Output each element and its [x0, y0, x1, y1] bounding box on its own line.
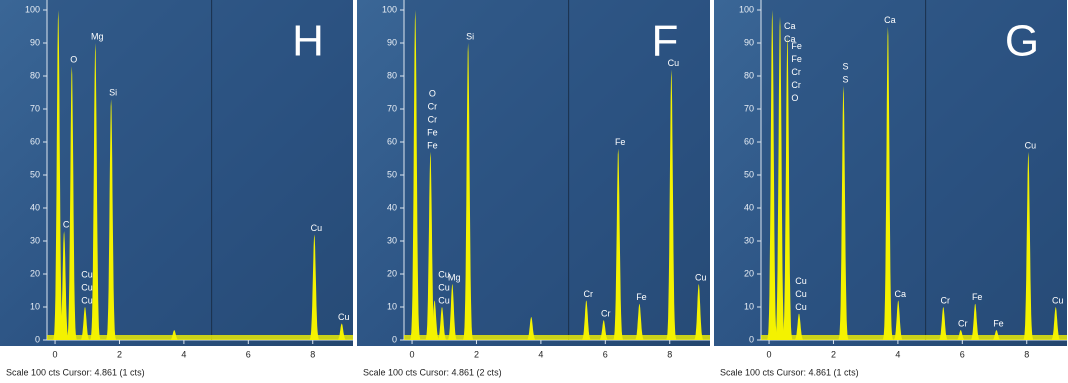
eds-figure: 010203040506070809010002468COCuCuCuMgSiC…	[0, 0, 1068, 383]
x-tick-label: 0	[53, 349, 58, 359]
y-tick-label: 0	[35, 334, 40, 344]
y-tick-label: 80	[387, 70, 397, 80]
y-tick-label: 10	[387, 301, 397, 311]
peak-label: Si	[466, 31, 474, 41]
peak-label: Fe	[791, 41, 802, 51]
peak-label: Fe	[427, 140, 438, 150]
y-tick-label: 20	[744, 268, 754, 278]
peak-label: Cr	[791, 80, 801, 90]
peak-label: Cu	[81, 295, 93, 305]
y-tick-label: 90	[30, 37, 40, 47]
x-tick-label: 6	[960, 349, 965, 359]
y-tick-label: 10	[30, 301, 40, 311]
peak-label: Cr	[428, 114, 438, 124]
baseline-noise	[761, 335, 1067, 340]
peak-label: C	[63, 219, 70, 229]
peak-label: Cr	[958, 318, 968, 328]
peak-label: Cu	[438, 282, 450, 292]
y-tick-label: 20	[30, 268, 40, 278]
peak-label: Fe	[427, 127, 438, 137]
peak-label: Cr	[428, 101, 438, 111]
status-footer: Scale 100 cts Cursor: 4.861 (2 cts)	[363, 367, 502, 377]
y-tick-label: 40	[387, 202, 397, 212]
status-footer: Scale 100 cts Cursor: 4.861 (1 cts)	[6, 367, 145, 377]
peak-label: Cu	[795, 289, 807, 299]
peak-label: Fe	[993, 318, 1004, 328]
peak-label: Mg	[91, 31, 104, 41]
peak-label: Cu	[81, 282, 93, 292]
peak-label: Cu	[338, 312, 350, 322]
peak-label: Mg	[448, 272, 461, 282]
peak-label: Cu	[81, 269, 93, 279]
panel-title: G	[1005, 17, 1039, 66]
peak-label: Cr	[601, 309, 611, 319]
y-tick-label: 50	[744, 169, 754, 179]
y-tick-label: 50	[30, 169, 40, 179]
peak-label: Ca	[784, 21, 796, 31]
y-tick-label: 30	[744, 235, 754, 245]
y-tick-label: 10	[744, 301, 754, 311]
panel-title: F	[652, 17, 679, 66]
x-tick-label: 0	[767, 349, 772, 359]
peak-label: O	[70, 54, 77, 64]
panel-title: H	[292, 17, 324, 66]
peak-label: Si	[109, 87, 117, 97]
y-tick-label: 0	[392, 334, 397, 344]
y-tick-label: 90	[387, 37, 397, 47]
y-tick-label: 20	[387, 268, 397, 278]
peak-label: Ca	[884, 15, 896, 25]
y-tick-label: 80	[744, 70, 754, 80]
peak-label: O	[429, 88, 436, 98]
peak-label: S	[842, 74, 848, 84]
x-tick-label: 8	[310, 349, 315, 359]
x-tick-label: 8	[667, 349, 672, 359]
peak-label: O	[791, 93, 798, 103]
x-tick-label: 8	[1024, 349, 1029, 359]
peak-label: Cu	[795, 276, 807, 286]
y-tick-label: 70	[744, 103, 754, 113]
peak-label: Cu	[795, 302, 807, 312]
x-tick-label: 2	[831, 349, 836, 359]
x-tick-label: 4	[181, 349, 186, 359]
peak-label: Cu	[311, 223, 323, 233]
y-tick-label: 50	[387, 169, 397, 179]
y-tick-label: 100	[25, 4, 40, 14]
peak-label: Cu	[1025, 140, 1037, 150]
peak-label: Cu	[1052, 295, 1064, 305]
y-tick-label: 60	[744, 136, 754, 146]
y-tick-label: 100	[739, 4, 754, 14]
y-tick-label: 0	[749, 334, 754, 344]
y-tick-label: 30	[30, 235, 40, 245]
peak-label: Cu	[438, 295, 450, 305]
x-tick-label: 4	[895, 349, 900, 359]
y-tick-label: 40	[30, 202, 40, 212]
y-tick-label: 70	[30, 103, 40, 113]
y-tick-label: 30	[387, 235, 397, 245]
peak-label: Fe	[615, 137, 626, 147]
peak-label: Cu	[695, 272, 707, 282]
x-tick-label: 4	[538, 349, 543, 359]
peak-label: Cr	[791, 67, 801, 77]
y-tick-label: 100	[382, 4, 397, 14]
x-tick-label: 0	[410, 349, 415, 359]
x-tick-label: 2	[474, 349, 479, 359]
peak-label: Fe	[636, 292, 647, 302]
peak-label: S	[842, 61, 848, 71]
x-tick-label: 6	[246, 349, 251, 359]
y-tick-label: 80	[30, 70, 40, 80]
status-footer: Scale 100 cts Cursor: 4.861 (1 cts)	[720, 367, 859, 377]
y-tick-label: 40	[744, 202, 754, 212]
y-tick-label: 60	[30, 136, 40, 146]
y-tick-label: 60	[387, 136, 397, 146]
y-tick-label: 70	[387, 103, 397, 113]
peak-label: Cr	[584, 289, 594, 299]
peak-label: Fe	[791, 54, 802, 64]
peak-label: Fe	[972, 292, 983, 302]
x-tick-label: 6	[603, 349, 608, 359]
y-tick-label: 90	[744, 37, 754, 47]
peak-label: Ca	[894, 289, 906, 299]
x-tick-label: 2	[117, 349, 122, 359]
peak-label: Cr	[941, 295, 951, 305]
